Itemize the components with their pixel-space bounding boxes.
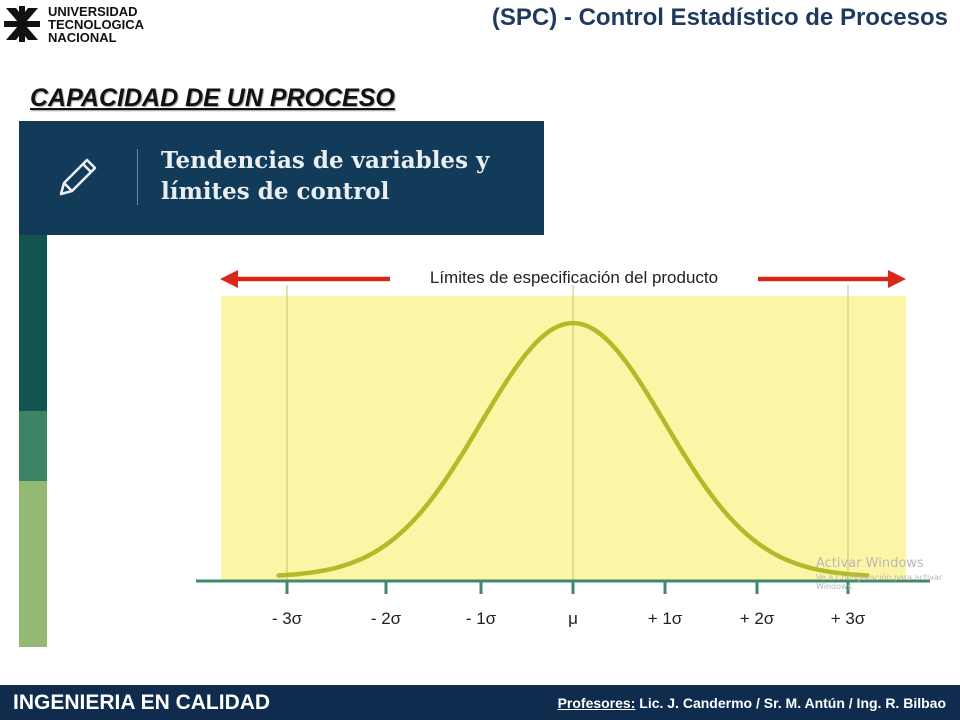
logo-line-1: UNIVERSIDAD bbox=[48, 4, 138, 19]
utn-logo: UNIVERSIDAD TECNOLOGICA NACIONAL bbox=[4, 4, 169, 48]
decor-stripe-light bbox=[19, 481, 47, 647]
banner-divider bbox=[137, 149, 138, 205]
spec-limits-label: Límites de especificación del producto bbox=[430, 268, 718, 287]
tick-label-minus-2: - 2σ bbox=[371, 609, 402, 628]
footer-bar: INGENIERIA EN CALIDAD Profesores: Lic. J… bbox=[0, 685, 960, 720]
watermark-line-1: Activar Windows bbox=[816, 556, 924, 571]
logo-text: UNIVERSIDAD TECNOLOGICA NACIONAL bbox=[48, 5, 144, 44]
utn-emblem-icon bbox=[4, 6, 40, 42]
topic-banner: Tendencias de variables y límites de con… bbox=[19, 121, 544, 235]
tick-label-mu: μ bbox=[568, 609, 578, 628]
pencil-icon bbox=[59, 158, 97, 196]
tick-label-minus-3: - 3σ bbox=[272, 609, 303, 628]
x-axis-ticks bbox=[285, 581, 850, 594]
footer-professors-label: Profesores: bbox=[557, 695, 636, 711]
banner-title: Tendencias de variables y límites de con… bbox=[161, 145, 531, 207]
banner-title-line-1: Tendencias de variables y bbox=[161, 147, 490, 174]
tick-label-plus-1: + 1σ bbox=[648, 609, 683, 628]
tick-label-minus-1: - 1σ bbox=[466, 609, 497, 628]
arrow-right-head bbox=[888, 270, 906, 288]
banner-title-line-2: límites de control bbox=[161, 178, 390, 205]
footer-professors-names: Lic. J. Candermo / Sr. M. Antún / Ing. R… bbox=[639, 695, 946, 711]
spec-limits-arrow bbox=[220, 270, 906, 288]
logo-line-2: TECNOLOGICA bbox=[48, 17, 145, 32]
watermark-line-2: Ve a Configuración para activar Windows. bbox=[816, 573, 943, 591]
activation-watermark: Activar Windows Ve a Configuración para … bbox=[816, 556, 960, 591]
tick-label-plus-2: + 2σ bbox=[740, 609, 775, 628]
footer-professors: Profesores: Lic. J. Candermo / Sr. M. An… bbox=[558, 695, 946, 711]
document-title: (SPC) - Control Estadístico de Procesos bbox=[492, 4, 948, 32]
normal-curve bbox=[276, 320, 870, 578]
logo-line-3: NACIONAL bbox=[48, 30, 117, 45]
footer-career: INGENIERIA EN CALIDAD bbox=[13, 691, 271, 714]
tick-label-plus-3: + 3σ bbox=[831, 609, 866, 628]
decor-stripe-dark bbox=[19, 235, 47, 411]
document-title-prefix: (SPC) - bbox=[491, 4, 572, 31]
decor-stripe-mid bbox=[19, 411, 47, 481]
x-axis-labels: - 3σ - 2σ - 1σ μ + 1σ + 2σ + 3σ bbox=[272, 609, 866, 628]
section-title: CAPACIDAD DE UN PROCESO bbox=[30, 84, 395, 112]
document-title-main: Control Estadístico de Procesos bbox=[578, 4, 948, 31]
spec-limits-band bbox=[221, 296, 906, 581]
arrow-left-head bbox=[220, 270, 238, 288]
